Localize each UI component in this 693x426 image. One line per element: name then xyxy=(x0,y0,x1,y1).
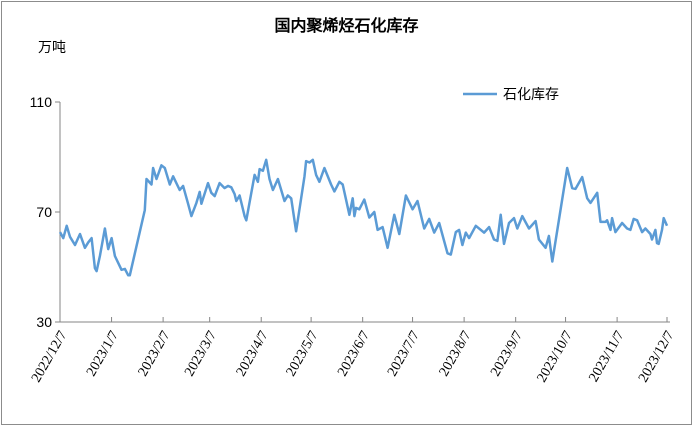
x-tick-label: 2023/10/7 xyxy=(535,329,576,386)
x-tick-label: 2022/12/7 xyxy=(29,329,70,386)
x-tick-label: 2023/11/7 xyxy=(586,329,627,385)
x-tick-label: 2023/9/7 xyxy=(488,329,526,380)
axes xyxy=(55,101,670,323)
y-tick-label: 30 xyxy=(36,314,52,330)
series-line-0 xyxy=(58,158,669,277)
series-lines xyxy=(58,158,669,277)
legend: 石化库存 xyxy=(463,87,559,103)
x-tick-label: 2023/2/7 xyxy=(136,329,174,380)
x-tick-label: 2023/12/7 xyxy=(636,329,677,386)
y-tick-label: 70 xyxy=(36,204,52,220)
tick-labels: 30 70 110 2022/12/7 2023/1/7 2023/2/7 2023/3/7… xyxy=(29,94,677,385)
x-tick-label: 2023/3/7 xyxy=(182,329,220,380)
x-tick-label: 2023/1/7 xyxy=(84,329,122,380)
chart-title: 国内聚烯烃石化库存 xyxy=(274,16,419,35)
legend-label: 石化库存 xyxy=(503,87,559,103)
x-tick-label: 2023/7/7 xyxy=(385,329,423,380)
x-tick-label: 2023/5/7 xyxy=(284,329,322,380)
y-axis-unit-label: 万吨 xyxy=(38,40,66,56)
x-tick-label: 2023/8/7 xyxy=(437,329,475,380)
x-tick-label: 2023/4/7 xyxy=(234,329,272,380)
x-tick-label: 2023/6/7 xyxy=(335,329,373,380)
y-tick-label: 110 xyxy=(30,94,53,110)
